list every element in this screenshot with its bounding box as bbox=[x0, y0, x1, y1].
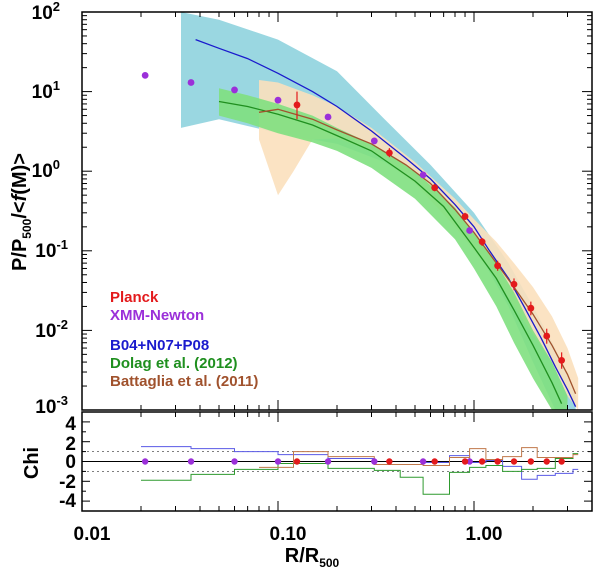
bottom-y-tick-labels: 4 2 0 -2 -4 bbox=[59, 414, 76, 512]
point-planck bbox=[494, 262, 502, 270]
legend-item-dolag: Dolag et al. (2012) bbox=[110, 355, 238, 372]
y-tick-label: 10-3 bbox=[35, 393, 68, 418]
point-xmm-newton bbox=[187, 79, 195, 86]
legend: Planck XMM-Newton B04+N07+P08 Dolag et a… bbox=[110, 289, 258, 390]
chi-tick-label: 0 bbox=[65, 452, 76, 473]
point-xmm-newton bbox=[370, 137, 378, 145]
top-points-layer bbox=[141, 71, 566, 369]
chi-point-planck bbox=[431, 458, 438, 465]
legend-item-b04-n07-p08: B04+N07+P08 bbox=[110, 337, 209, 354]
band-b04-n07-p08-range bbox=[181, 12, 576, 410]
point-planck bbox=[510, 280, 518, 288]
point-planck bbox=[558, 356, 566, 364]
chi-point-xmm-newton bbox=[324, 458, 332, 465]
top-y-axis-title: P/P500/<f(M)> bbox=[9, 153, 34, 271]
point-planck bbox=[527, 304, 535, 312]
x-tick-label: 0.01 bbox=[74, 524, 111, 545]
bottom-plot-frame bbox=[81, 411, 593, 512]
band-dolag-range bbox=[219, 88, 568, 410]
chi-point-planck bbox=[558, 458, 565, 465]
top-plot-frame bbox=[81, 11, 593, 411]
point-xmm-newton bbox=[231, 86, 238, 94]
bottom-lines-layer bbox=[141, 446, 579, 495]
x-tick-label: 1.00 bbox=[466, 524, 503, 545]
line-dolag-et-al-2012 bbox=[218, 100, 563, 404]
chi-point-planck bbox=[478, 458, 486, 465]
top-bands-layer bbox=[181, 12, 579, 410]
point-xmm-newton bbox=[274, 96, 282, 104]
bottom-y-axis-title: Chi bbox=[21, 447, 43, 479]
chi-point-xmm-newton bbox=[371, 458, 378, 465]
chi-point-planck bbox=[494, 458, 501, 465]
chi-point-xmm-newton bbox=[141, 458, 149, 465]
legend-item-xmm-newton: XMM-Newton bbox=[110, 307, 204, 324]
chi-point-planck bbox=[461, 458, 469, 465]
chi-step-b04-n07-p08 bbox=[141, 446, 579, 480]
chi-point-xmm-newton bbox=[231, 458, 238, 465]
x-tick-labels: 0.01 0.10 1.00 bbox=[74, 524, 503, 545]
chi-step-dolag-et-al-2012 bbox=[141, 453, 579, 495]
line-b04-n07-p08 bbox=[195, 38, 577, 407]
y-tick-label: 102 bbox=[32, 0, 60, 24]
chi-point-planck bbox=[543, 458, 550, 465]
chi-point-xmm-newton bbox=[466, 458, 473, 465]
chi-tick-label: -4 bbox=[59, 491, 76, 512]
chi-tick-label: 4 bbox=[65, 414, 76, 435]
axis-ticks-layer bbox=[81, 11, 593, 511]
top-y-tick-labels: 102 101 100 10-1 10-2 10-3 bbox=[32, 0, 68, 418]
x-tick-label: 0.10 bbox=[270, 524, 307, 545]
point-xmm-newton bbox=[466, 227, 474, 234]
chi-point-planck bbox=[293, 458, 301, 465]
point-planck bbox=[431, 184, 439, 192]
chi-point-xmm-newton bbox=[274, 458, 282, 465]
chi-point-xmm-newton bbox=[187, 458, 195, 465]
chi-point-xmm-newton bbox=[419, 458, 427, 465]
legend-item-battaglia: Battaglia et al. (2011) bbox=[110, 373, 258, 390]
point-planck bbox=[461, 213, 469, 220]
y-tick-label: 10-1 bbox=[35, 237, 68, 262]
y-tick-label: 10-2 bbox=[35, 317, 68, 342]
point-planck bbox=[293, 101, 301, 109]
point-planck bbox=[543, 332, 551, 340]
chi-tick-label: 2 bbox=[65, 434, 76, 455]
x-axis-title: R/R500 bbox=[285, 545, 340, 570]
chi-point-planck bbox=[527, 458, 535, 465]
chi-step-battaglia-et-al-2011 bbox=[259, 447, 579, 468]
y-tick-label: 101 bbox=[32, 78, 60, 103]
point-xmm-newton bbox=[141, 71, 149, 79]
point-planck bbox=[478, 238, 486, 246]
chi-point-planck bbox=[386, 458, 393, 465]
point-xmm-newton bbox=[324, 113, 332, 121]
point-xmm-newton bbox=[419, 171, 427, 179]
point-planck bbox=[385, 149, 393, 157]
chi-point-planck bbox=[510, 458, 518, 465]
bottom-points-layer bbox=[141, 458, 565, 465]
legend-item-planck: Planck bbox=[110, 289, 159, 306]
y-tick-label: 100 bbox=[32, 157, 60, 182]
chi-tick-label: -2 bbox=[59, 472, 76, 493]
